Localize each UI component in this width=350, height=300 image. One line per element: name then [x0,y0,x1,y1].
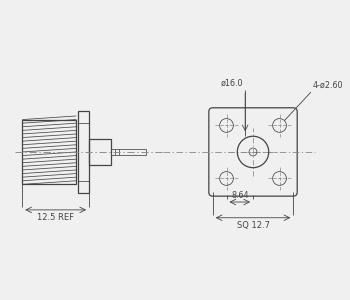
Text: 4-ø2.60: 4-ø2.60 [313,81,343,90]
Text: 8.64: 8.64 [231,191,248,200]
Text: 12.5 REF: 12.5 REF [37,213,74,222]
Bar [22,120,76,184]
Bar [111,148,146,155]
Text: SQ 12.7: SQ 12.7 [237,221,270,230]
Bar [89,139,111,165]
Bar [78,111,89,193]
Text: ø16.0: ø16.0 [221,79,243,88]
